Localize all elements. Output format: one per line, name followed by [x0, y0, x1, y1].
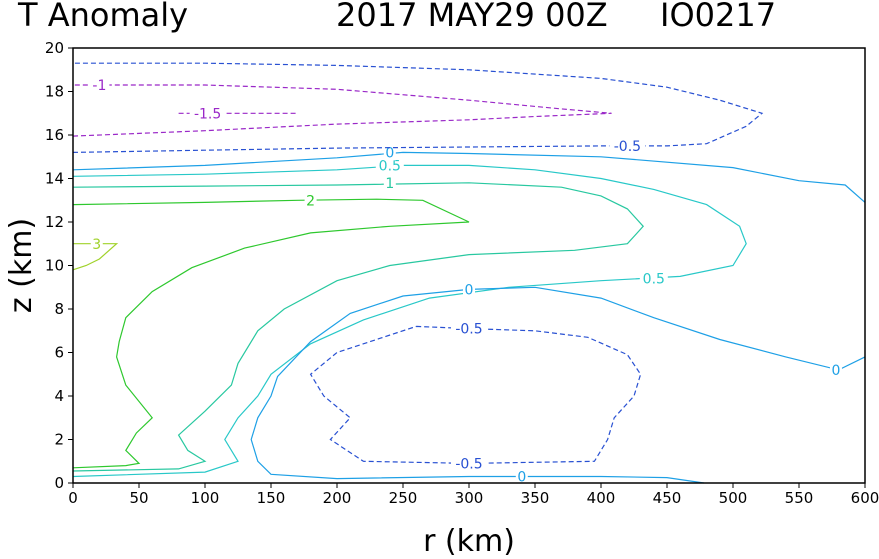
- contour-label-bg: [189, 105, 226, 122]
- x-tick-label: 550: [785, 489, 814, 507]
- chart-title: T Anomaly: [18, 0, 189, 34]
- x-tick-label: 450: [653, 489, 682, 507]
- x-tick-label: 500: [719, 489, 748, 507]
- x-tick-label: 400: [587, 489, 616, 507]
- y-tick-label: 0: [54, 474, 64, 492]
- y-tick-label: 6: [54, 344, 64, 362]
- x-tick-label: 350: [521, 489, 550, 507]
- contour-label-bg: [515, 468, 528, 485]
- contour-label: 0.5: [379, 158, 401, 174]
- ticks-layer: 0 50 100 150 200 250 300 350 400 450 500 550 6000246…: [45, 39, 879, 507]
- x-tick-label: 0: [68, 489, 78, 507]
- contour-label: 1: [385, 176, 394, 192]
- contour-label: 0: [831, 363, 840, 379]
- y-axis-label: z (km): [4, 218, 39, 313]
- contour-label-bg: [463, 281, 475, 298]
- contour-label: 0: [385, 145, 394, 161]
- contour-line: [72, 164, 747, 478]
- contour-label: -1.5: [194, 106, 221, 122]
- x-axis-label: r (km): [423, 524, 515, 559]
- contour-label: -0.5: [455, 322, 482, 338]
- y-tick-label: 8: [54, 300, 64, 318]
- x-tick-label: 100: [191, 489, 220, 507]
- x-tick-label: 250: [389, 489, 418, 507]
- contour-label-bg: [829, 361, 842, 378]
- contour-label: -0.5: [614, 139, 641, 155]
- contour-line: [309, 325, 642, 465]
- contour-line: [250, 286, 866, 484]
- y-tick-label: 20: [45, 39, 64, 57]
- contour-label-bg: [639, 270, 668, 287]
- y-tick-label: 4: [54, 387, 64, 405]
- contour-label-bg: [375, 157, 404, 174]
- contour-label-bg: [609, 137, 646, 154]
- x-tick-label: 300: [455, 489, 484, 507]
- y-tick-label: 10: [45, 257, 64, 275]
- contour-label: 2: [306, 193, 315, 209]
- contour-label-bg: [451, 455, 487, 472]
- contour-label: 0: [465, 282, 474, 298]
- contour-label-bg: [89, 76, 110, 93]
- contour-label-bg: [451, 320, 487, 337]
- y-tick-label: 2: [54, 431, 64, 449]
- contour-line: [72, 62, 764, 153]
- contour-line: [72, 84, 612, 137]
- contour-line: [72, 198, 470, 469]
- contour-line: [72, 182, 645, 472]
- contour-label: -0.5: [455, 456, 482, 472]
- contour-line: [72, 151, 866, 203]
- contour-label: 0: [517, 469, 526, 485]
- contour-label-bg: [90, 235, 103, 252]
- y-tick-label: 14: [45, 170, 64, 188]
- y-tick-label: 16: [45, 126, 64, 144]
- contour-label-bg: [383, 174, 396, 191]
- contour-label-bg: [304, 192, 317, 209]
- y-tick-label: 12: [45, 213, 64, 231]
- x-tick-label: 600: [851, 489, 879, 507]
- x-tick-label: 50: [129, 489, 148, 507]
- x-tick-label: 150: [257, 489, 286, 507]
- x-tick-label: 200: [323, 489, 352, 507]
- chart-date: 2017 MAY29 00Z: [336, 0, 608, 34]
- contour-label: -1: [92, 78, 106, 94]
- contour-label: 0.5: [643, 272, 665, 288]
- y-tick-label: 18: [45, 83, 64, 101]
- contour-label: 3: [92, 237, 101, 253]
- chart-storm-id: IO0217: [660, 0, 777, 34]
- contour-label-bg: [383, 144, 396, 161]
